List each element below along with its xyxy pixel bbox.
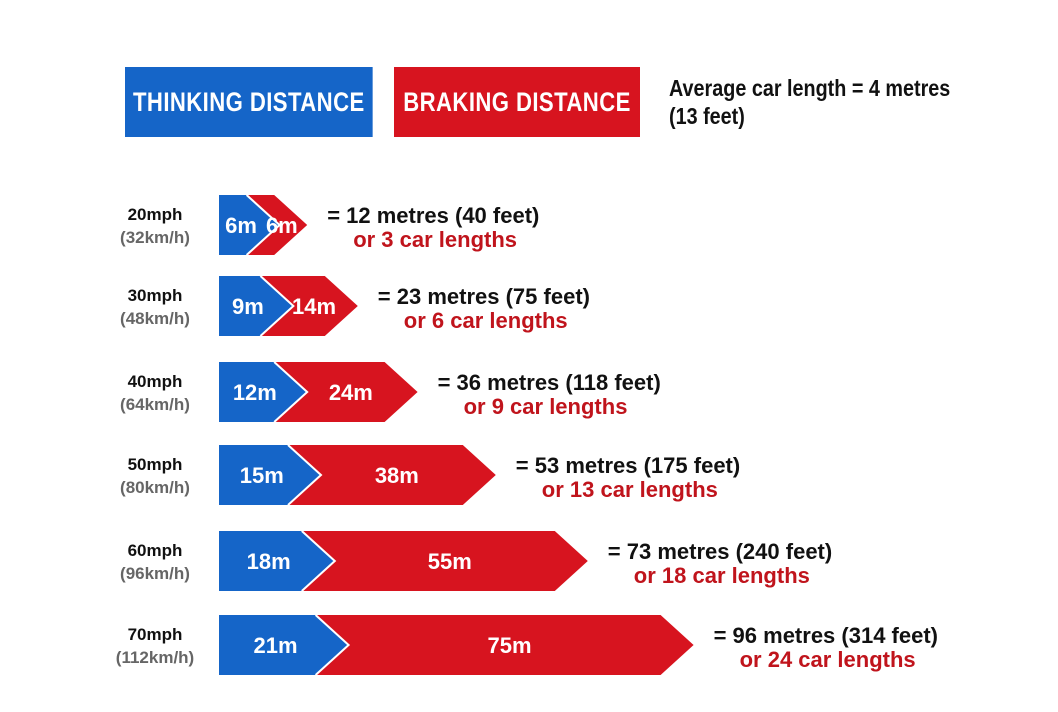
car-length-line1: Average car length = 4 metres	[669, 75, 951, 101]
bar-separator	[314, 614, 351, 676]
thinking-bar	[219, 615, 349, 675]
speed-label: 20mph	[128, 205, 183, 224]
car-length-note: Average car length = 4 metres (13 feet)	[669, 74, 950, 130]
legend-braking-distance: BRAKING DISTANCE	[394, 67, 640, 137]
car-lengths-label: or 13 car lengths	[542, 477, 718, 502]
thinking-value-label: 9m	[232, 294, 264, 319]
thinking-value-label: 18m	[247, 549, 291, 574]
thinking-bar	[219, 362, 308, 422]
speed-kmh-label: (112km/h)	[116, 648, 194, 667]
braking-bar	[288, 445, 496, 505]
speed-label: 70mph	[128, 625, 183, 644]
braking-bar	[315, 615, 694, 675]
bar-separator	[301, 530, 337, 592]
bar-separator	[245, 194, 282, 256]
thinking-bar	[219, 195, 280, 255]
car-lengths-label: or 9 car lengths	[464, 394, 628, 419]
braking-bar	[274, 362, 418, 422]
thinking-value-label: 6m	[225, 213, 257, 238]
speed-kmh-label: (32km/h)	[120, 228, 190, 247]
total-distance-label: = 36 metres (118 feet)	[438, 370, 661, 395]
bar-separator	[273, 361, 309, 423]
speed-kmh-label: (48km/h)	[120, 309, 190, 328]
bar-separator	[287, 444, 323, 506]
braking-value-label: 55m	[428, 549, 472, 574]
braking-bar	[260, 276, 358, 336]
thinking-value-label: 15m	[240, 463, 284, 488]
speed-kmh-label: (80km/h)	[120, 478, 190, 497]
thinking-bar	[219, 445, 321, 505]
car-lengths-label: or 3 car lengths	[353, 227, 517, 252]
thinking-bar	[219, 276, 294, 336]
speed-label: 40mph	[128, 372, 183, 391]
total-distance-label: = 96 metres (314 feet)	[714, 623, 938, 648]
legend-thinking-distance: THINKING DISTANCE	[125, 67, 373, 137]
thinking-value-label: 12m	[233, 380, 277, 405]
speed-label: 30mph	[128, 286, 183, 305]
legend-braking-label: BRAKING DISTANCE	[403, 86, 631, 117]
braking-value-label: 24m	[329, 380, 373, 405]
speed-kmh-label: (96km/h)	[120, 564, 190, 583]
total-distance-label: = 53 metres (175 feet)	[516, 453, 740, 478]
total-distance-label: = 23 metres (75 feet)	[378, 284, 590, 309]
braking-bar	[301, 531, 588, 591]
braking-value-label: 14m	[292, 294, 336, 319]
braking-value-label: 6m	[266, 213, 298, 238]
car-length-line2: (13 feet)	[669, 103, 745, 129]
legend-thinking-label: THINKING DISTANCE	[132, 86, 365, 117]
car-lengths-label: or 24 car lengths	[740, 647, 916, 672]
car-lengths-label: or 6 car lengths	[404, 308, 568, 333]
car-lengths-label: or 18 car lengths	[634, 563, 810, 588]
braking-bar	[246, 195, 308, 255]
thinking-bar	[219, 531, 335, 591]
total-distance-label: = 73 metres (240 feet)	[608, 539, 832, 564]
total-distance-label: = 12 metres (40 feet)	[327, 203, 539, 228]
bar-separator	[259, 275, 295, 337]
speed-kmh-label: (64km/h)	[120, 395, 190, 414]
braking-value-label: 38m	[375, 463, 419, 488]
braking-value-label: 75m	[488, 633, 532, 658]
speed-label: 60mph	[128, 541, 183, 560]
thinking-value-label: 21m	[254, 633, 298, 658]
speed-label: 50mph	[128, 455, 183, 474]
